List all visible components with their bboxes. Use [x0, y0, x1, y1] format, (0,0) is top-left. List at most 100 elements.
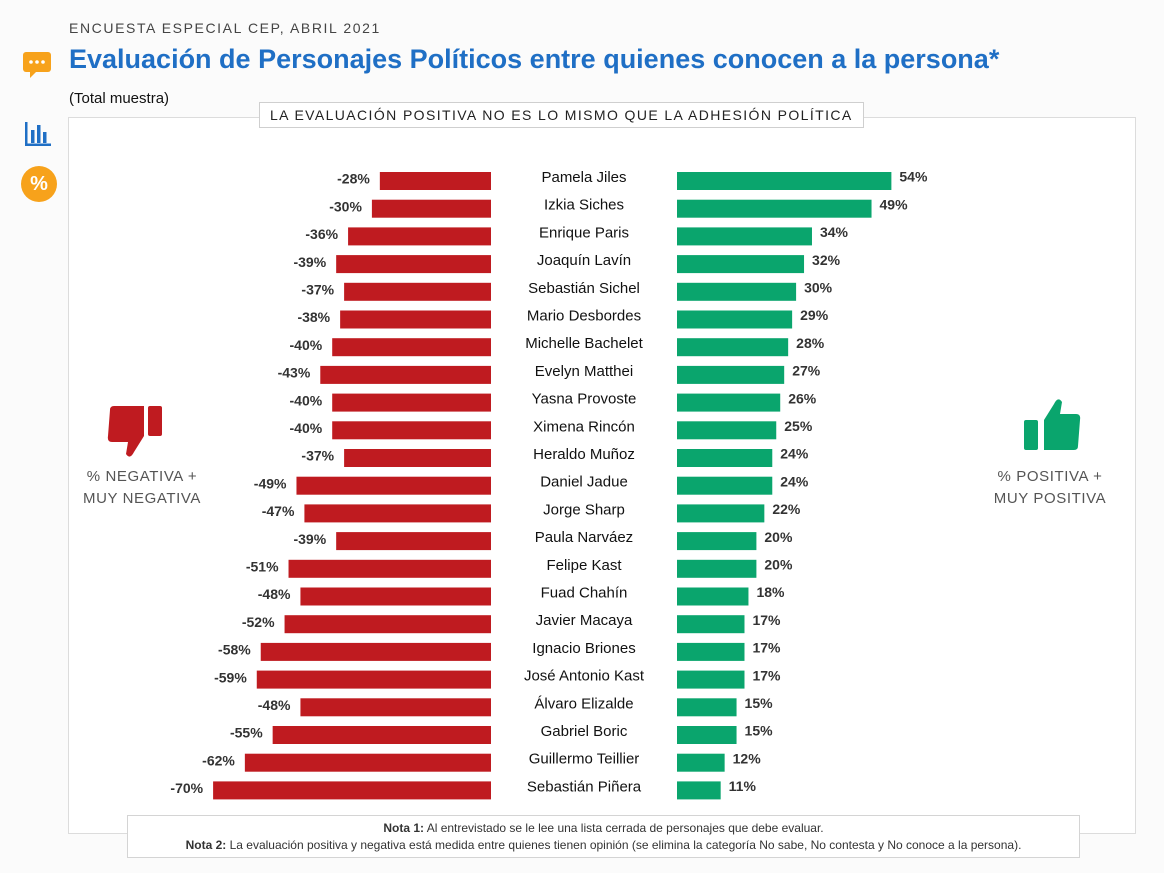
bar-negative	[284, 615, 491, 634]
bar-negative	[272, 726, 491, 744]
category-label: Daniel Jadue	[540, 474, 628, 491]
bar-negative	[371, 199, 491, 218]
chat-bubble-icon	[23, 52, 51, 78]
data-label-positive: 15%	[745, 695, 774, 711]
page-title: Evaluación de Personajes Políticos entre…	[69, 44, 1000, 74]
data-label-positive: 54%	[899, 169, 928, 185]
category-label: Paula Narváez	[535, 529, 633, 546]
bar-positive	[677, 338, 789, 357]
bar-negative	[296, 476, 491, 495]
bar-positive	[677, 726, 737, 744]
data-label-positive: 24%	[780, 446, 809, 462]
data-label-negative: -37%	[301, 282, 334, 298]
data-label-positive: 28%	[796, 335, 825, 351]
data-label-negative: -30%	[329, 198, 362, 214]
bar-negative	[344, 282, 491, 301]
data-label-negative: -39%	[293, 254, 326, 270]
bar-negative	[300, 698, 491, 717]
bar-positive	[677, 282, 797, 301]
data-label-negative: -37%	[301, 448, 334, 464]
bar-negative	[320, 365, 491, 384]
category-label: Álvaro Elizalde	[534, 695, 633, 712]
data-label-positive: 15%	[745, 723, 774, 739]
data-label-positive: 17%	[752, 612, 781, 628]
data-label-negative: -52%	[242, 614, 275, 630]
data-label-negative: -62%	[202, 752, 235, 768]
category-label: José Antonio Kast	[524, 668, 645, 685]
category-label: Mario Desbordes	[527, 307, 641, 324]
data-label-negative: -40%	[290, 337, 323, 353]
bar-positive	[677, 310, 793, 329]
bar-negative	[260, 642, 491, 661]
bar-negative	[332, 421, 491, 440]
data-label-positive: 17%	[752, 640, 781, 656]
data-label-negative: -39%	[293, 531, 326, 547]
bar-negative	[213, 781, 491, 800]
bar-positive	[677, 227, 812, 246]
category-label: Guillermo Teillier	[529, 751, 640, 768]
data-label-positive: 29%	[800, 307, 829, 323]
data-label-negative: -70%	[170, 780, 203, 796]
category-label: Pamela Jiles	[541, 169, 626, 186]
bar-positive	[677, 199, 872, 218]
data-label-negative: -58%	[218, 642, 251, 658]
survey-label: ENCUESTA ESPECIAL CEP, ABRIL 2021	[69, 20, 381, 36]
data-label-negative: -40%	[290, 392, 323, 408]
data-label-negative: -40%	[290, 420, 323, 436]
category-label: Heraldo Muñoz	[533, 446, 635, 463]
bar-negative	[304, 504, 491, 523]
bar-positive	[677, 365, 785, 384]
note-1-text: Al entrevistado se le lee una lista cerr…	[424, 821, 824, 835]
bar-positive	[677, 587, 749, 606]
bar-positive	[677, 255, 805, 274]
bar-positive	[677, 421, 777, 440]
legend-negative-line1: % NEGATIVA +	[86, 468, 198, 485]
note-1-label: Nota 1:	[383, 821, 425, 835]
bar-positive	[677, 615, 745, 634]
category-label: Enrique Paris	[539, 224, 629, 241]
bar-negative	[332, 338, 491, 357]
data-label-positive: 25%	[784, 418, 813, 434]
legend-negative: % NEGATIVA + MUY NEGATIVA	[52, 466, 232, 510]
bar-negative	[332, 393, 491, 412]
category-label: Felipe Kast	[546, 557, 622, 574]
percent-icon: %	[21, 166, 57, 202]
data-label-positive: 26%	[788, 390, 817, 406]
data-label-negative: -28%	[337, 171, 370, 187]
category-label: Javier Macaya	[536, 612, 633, 629]
data-label-negative: -43%	[278, 365, 311, 381]
data-label-positive: 20%	[764, 529, 793, 545]
data-label-negative: -49%	[254, 475, 287, 491]
bar-negative	[344, 449, 491, 467]
bar-negative	[379, 172, 491, 190]
data-label-negative: -38%	[297, 309, 330, 325]
data-label-positive: 17%	[752, 667, 781, 683]
bar-positive	[677, 393, 781, 412]
category-label: Gabriel Boric	[541, 723, 628, 740]
data-label-positive: 34%	[820, 224, 849, 240]
bar-negative	[348, 227, 491, 246]
bar-positive	[677, 449, 773, 467]
bar-negative	[340, 310, 491, 329]
category-label: Michelle Bachelet	[525, 335, 643, 352]
data-label-negative: -55%	[230, 725, 263, 741]
bar-negative	[288, 559, 491, 578]
bar-positive	[677, 559, 757, 578]
footnotes: Nota 1: Al entrevistado se le lee una li…	[127, 815, 1080, 858]
category-label: Ximena Rincón	[533, 418, 635, 435]
chart-banner: LA EVALUACIÓN POSITIVA NO ES LO MISMO QU…	[259, 102, 864, 128]
note-2: Nota 2: La evaluación positiva y negativ…	[128, 837, 1079, 854]
category-label: Evelyn Matthei	[535, 363, 633, 380]
bar-chart-icon	[25, 122, 51, 146]
category-label: Yasna Provoste	[532, 391, 637, 408]
bar-negative	[300, 587, 491, 606]
bar-negative	[336, 255, 491, 274]
bar-negative	[244, 753, 491, 772]
bar-positive	[677, 532, 757, 551]
data-label-positive: 18%	[756, 584, 785, 600]
category-label: Joaquín Lavín	[537, 252, 631, 269]
data-label-negative: -51%	[246, 559, 279, 575]
data-label-positive: 30%	[804, 280, 833, 296]
data-label-negative: -48%	[258, 697, 291, 713]
category-label: Fuad Chahín	[541, 584, 628, 601]
